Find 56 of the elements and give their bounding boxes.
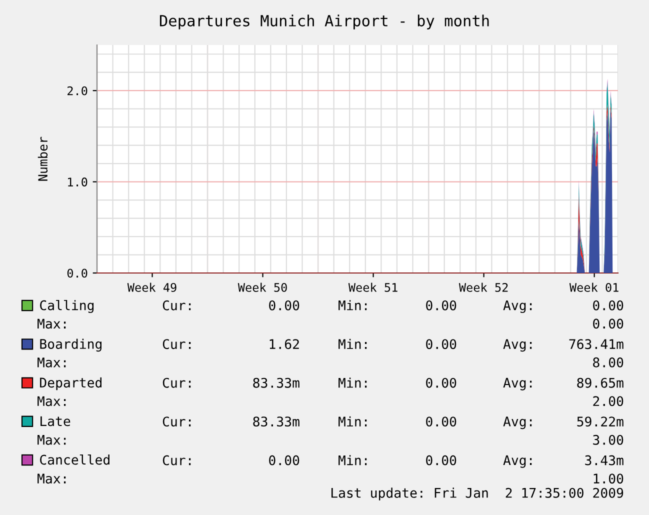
text: 763.41m [569,339,624,350]
chart-title: Departures Munich Airport - by month [160,14,489,30]
text: 0.00 [426,339,456,350]
text: Cur: [162,455,191,466]
text: Avg: [503,300,532,313]
text: 0.00 [426,416,456,427]
text: 0.00 [593,318,624,329]
text: 0.00 [426,455,456,466]
text: Max: [38,396,66,406]
text: Cur: [162,416,191,427]
text: Max: [38,474,66,484]
text: Avg: [503,455,532,468]
text: Avg: [503,378,532,390]
text: Min: [338,378,367,388]
text: 0.00 [426,378,456,388]
x-tick-label: Week 51 [348,282,398,292]
y-tick-label: 0.0 [67,268,88,278]
text: Max: [38,435,66,445]
legend-label: Cancelled [40,454,110,465]
x-tick-label: Week 01 [569,282,618,292]
text: Min: [338,455,367,466]
legend-label: Calling [40,300,94,313]
text: 83.33m [253,378,300,388]
x-tick-label: Week 50 [238,282,287,292]
text: Cur: [162,339,191,350]
x-tick-label: Week 52 [458,282,508,292]
text: Max: [38,358,66,368]
legend-label: Boarding [40,338,102,352]
text: Cur: [162,300,191,310]
text: 1.62 [270,339,299,350]
text: 2.00 [593,396,624,406]
legend-label: Departed [40,377,102,390]
legend-label: Late [40,416,70,426]
text: Min: [338,416,367,426]
text: 59.22m [577,416,624,427]
text: 3.00 [593,434,624,445]
text: Min: [338,338,367,349]
text: 0.00 [269,300,300,310]
x-tick-label: Week 49 [127,282,176,292]
text: 89.65m [577,378,624,388]
text: Avg: [503,416,532,430]
y-tick-label: 2.0 [68,86,88,96]
text: 8.00 [593,357,624,368]
y-axis-title: Number [38,136,48,181]
text: 0.00 [426,300,456,310]
text: Max: [38,318,66,329]
text: Avg: [503,339,532,352]
text: 83.33m [253,416,300,427]
text: 3.43m [585,455,624,466]
text: Last update: Fri Jan 2 17:35:00 2009 [331,488,624,500]
text: 1.00 [594,474,624,484]
text: Cur: [162,378,191,388]
text: 0.00 [593,300,624,310]
y-tick-label: 1.0 [68,178,88,186]
text: Min: [338,300,367,310]
text: 0.00 [269,455,300,466]
